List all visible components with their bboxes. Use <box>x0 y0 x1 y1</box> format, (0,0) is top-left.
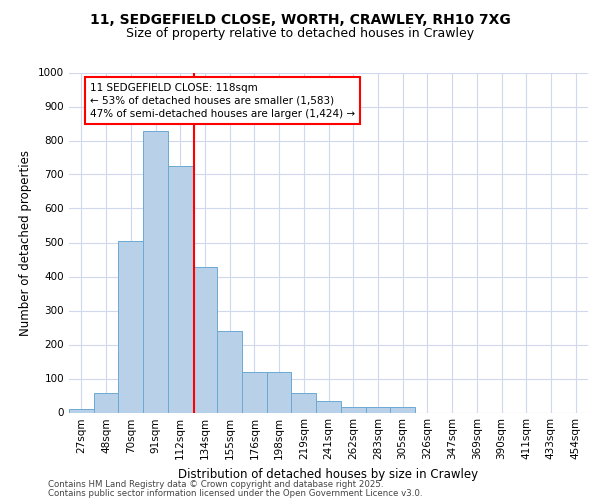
Bar <box>365 408 390 412</box>
Bar <box>390 408 415 412</box>
X-axis label: Distribution of detached houses by size in Crawley: Distribution of detached houses by size … <box>178 468 479 481</box>
Bar <box>267 372 292 412</box>
Text: Contains HM Land Registry data © Crown copyright and database right 2025.: Contains HM Land Registry data © Crown c… <box>48 480 383 489</box>
Text: 11, SEDGEFIELD CLOSE, WORTH, CRAWLEY, RH10 7XG: 11, SEDGEFIELD CLOSE, WORTH, CRAWLEY, RH… <box>89 12 511 26</box>
Bar <box>94 393 118 412</box>
Bar <box>242 372 267 412</box>
Bar <box>292 393 316 412</box>
Text: 11 SEDGEFIELD CLOSE: 118sqm
← 53% of detached houses are smaller (1,583)
47% of : 11 SEDGEFIELD CLOSE: 118sqm ← 53% of det… <box>90 82 355 119</box>
Bar <box>118 241 143 412</box>
Bar <box>69 409 94 412</box>
Bar <box>217 331 242 412</box>
Text: Size of property relative to detached houses in Crawley: Size of property relative to detached ho… <box>126 28 474 40</box>
Bar <box>341 408 365 412</box>
Bar <box>193 267 217 412</box>
Text: Contains public sector information licensed under the Open Government Licence v3: Contains public sector information licen… <box>48 489 422 498</box>
Y-axis label: Number of detached properties: Number of detached properties <box>19 150 32 336</box>
Bar <box>168 166 193 412</box>
Bar <box>143 131 168 412</box>
Bar <box>316 400 341 412</box>
